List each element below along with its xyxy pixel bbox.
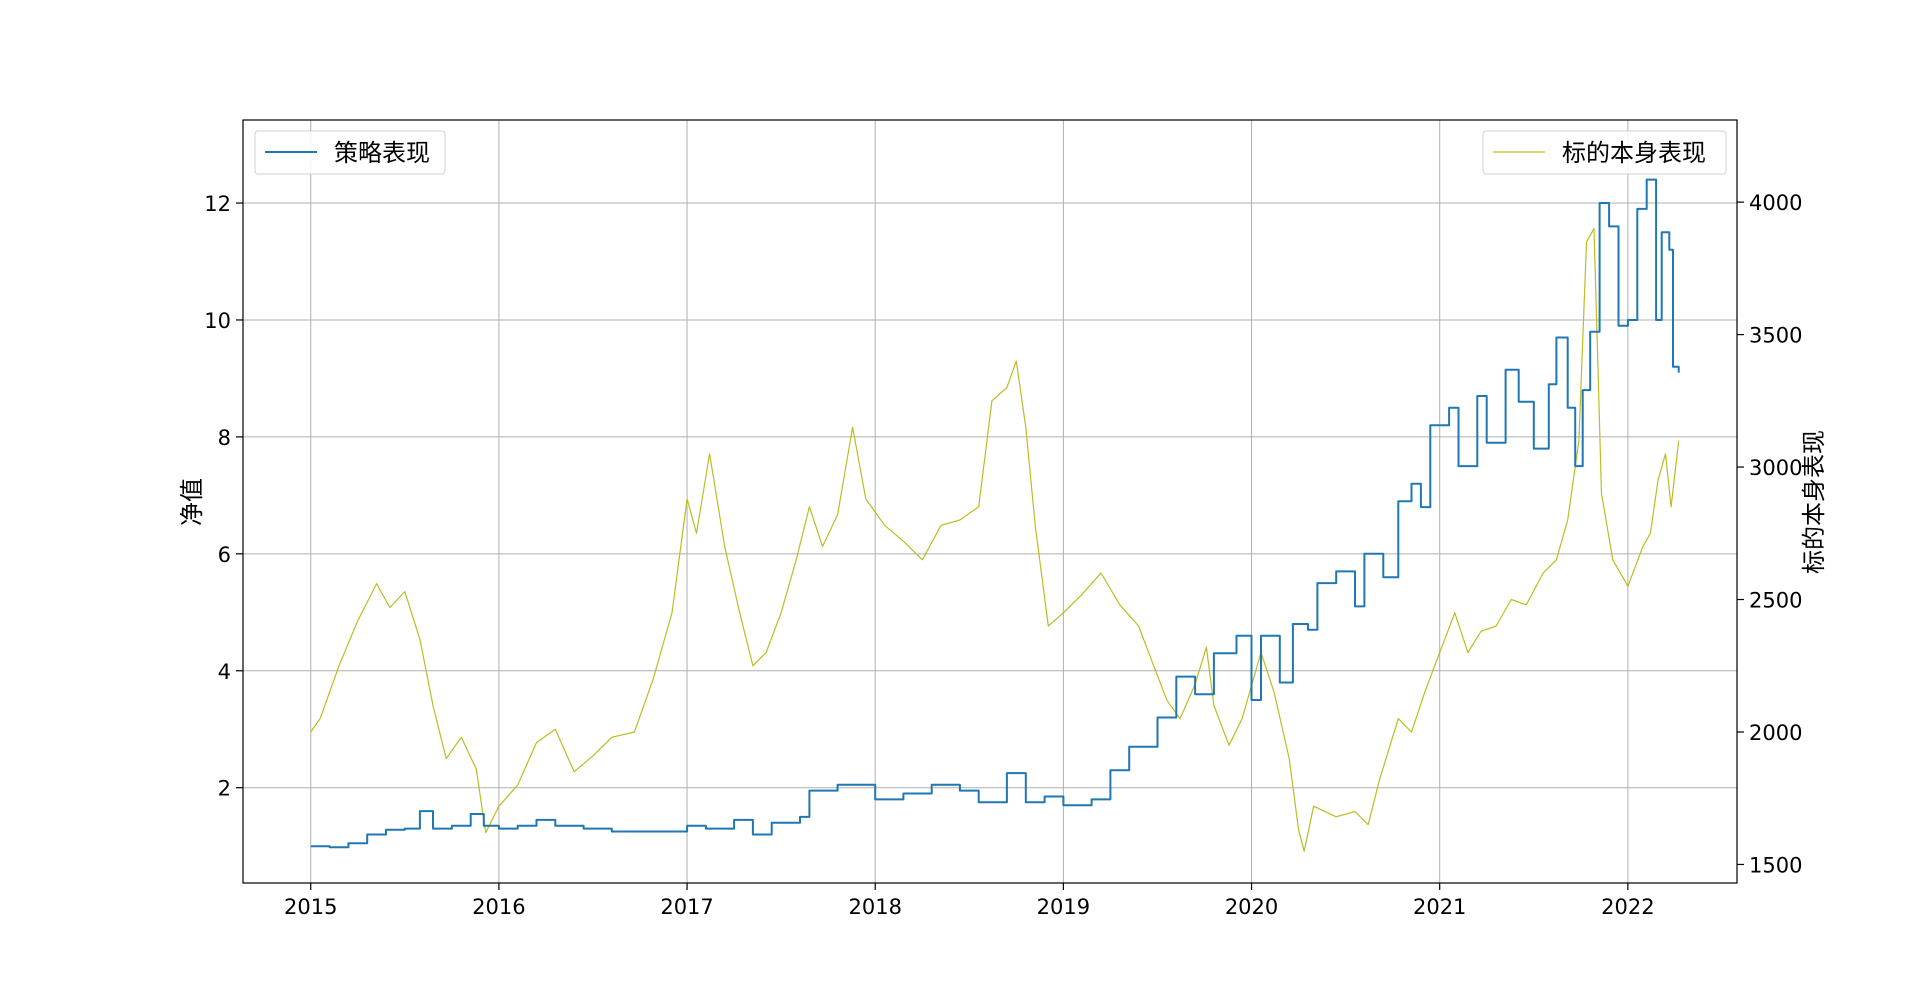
legend-left: 策略表现 (254, 130, 446, 175)
legend-left-label: 策略表现 (334, 139, 430, 167)
y-axis-right-label: 标的本身表现 (1800, 430, 1828, 574)
y-left-tick-label: 6 (218, 543, 231, 567)
x-tick-label: 2019 (1037, 895, 1090, 919)
y-left-tick-label: 8 (218, 426, 231, 450)
x-tick-label: 2015 (284, 895, 337, 919)
x-tick-label: 2016 (472, 895, 525, 919)
legend-right: 标的本身表现 (1482, 130, 1727, 175)
x-tick-label: 2017 (660, 895, 713, 919)
x-tick-label: 2018 (848, 895, 901, 919)
y-right-tick-label: 3000 (1749, 456, 1802, 480)
y-left-tick-label: 10 (204, 309, 231, 333)
legend-right-box (1482, 130, 1727, 175)
y-left-tick-label: 12 (204, 192, 231, 216)
y-left-tick-label: 4 (218, 660, 231, 684)
plot-frame (242, 119, 1738, 884)
x-tick-label: 2021 (1413, 895, 1466, 919)
series-line-underlying (310, 228, 1680, 852)
y-right-tick-label: 2000 (1749, 721, 1802, 745)
x-tick-label: 2020 (1225, 895, 1278, 919)
series-line-strategy (310, 178, 1680, 849)
y-axis-left-label: 净值 (178, 478, 206, 526)
y-left-tick-label: 2 (218, 777, 231, 801)
y-right-tick-label: 2500 (1749, 589, 1802, 613)
y-right-tick-label: 3500 (1749, 324, 1802, 348)
legend-left-box (254, 130, 446, 175)
x-tick-label: 2022 (1601, 895, 1654, 919)
y-right-tick-label: 4000 (1749, 191, 1802, 215)
axis-ticks: 2015 2016 2017 2018 2019 2020 2021 2022 2 4 6 8 10 12… (204, 191, 1802, 919)
grid (243, 120, 1737, 883)
legend-right-label: 标的本身表现 (1562, 139, 1706, 167)
series-layer (310, 178, 1680, 852)
y-right-tick-label: 1500 (1749, 853, 1802, 877)
